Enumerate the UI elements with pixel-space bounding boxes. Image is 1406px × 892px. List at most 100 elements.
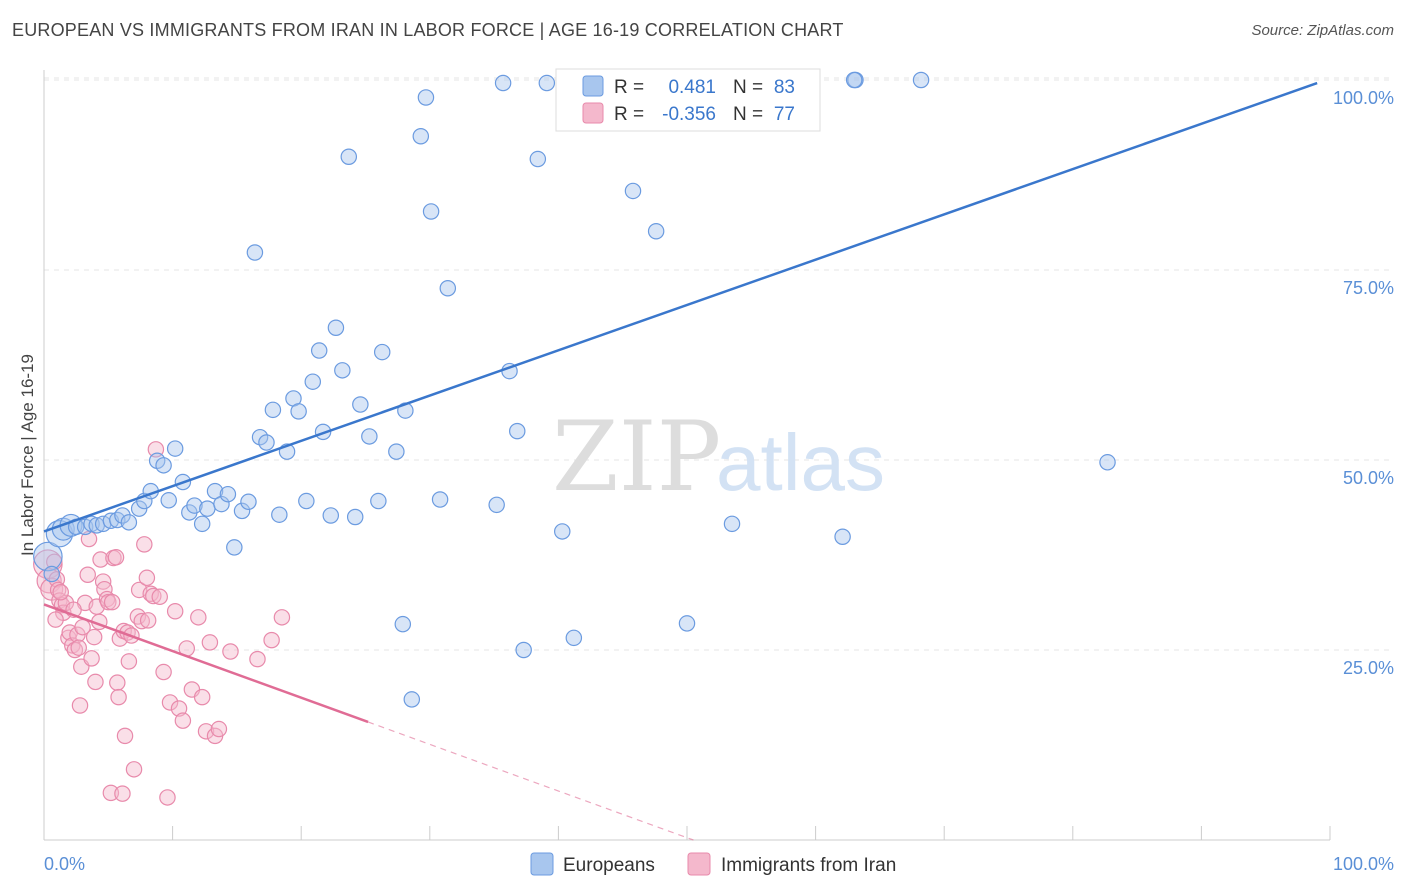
- watermark-zip: ZIP: [552, 401, 721, 513]
- legend: R = 0.481 N = 83 R = -0.356 N = 77: [555, 68, 821, 132]
- iran-point: [109, 674, 126, 691]
- legend-blue-n-label: N =: [733, 77, 763, 98]
- european-point: [529, 150, 547, 168]
- european-point: [394, 615, 412, 633]
- iran-point: [83, 650, 100, 667]
- iran-point: [71, 697, 89, 714]
- iran-trend-extension: [367, 721, 694, 841]
- iran-point: [114, 785, 131, 802]
- iran-point: [110, 688, 127, 706]
- european-point: [322, 507, 340, 524]
- iran-point: [100, 593, 117, 611]
- european-point: [114, 507, 131, 524]
- iran-point: [79, 566, 96, 584]
- european-point: [412, 127, 430, 145]
- european-point: [43, 565, 60, 583]
- european-point: [290, 403, 307, 420]
- european-point: [352, 396, 369, 413]
- iran-point: [197, 723, 215, 740]
- european-point: [508, 422, 526, 440]
- y-tick-label: 25.0%: [1343, 658, 1394, 678]
- trend-lines: [43, 81, 1318, 841]
- y-tick-label: 50.0%: [1343, 468, 1394, 488]
- european-point: [240, 493, 257, 511]
- european-points: [33, 71, 1116, 708]
- european-point: [494, 74, 512, 92]
- european-point: [219, 485, 237, 503]
- iran-point: [125, 761, 143, 778]
- chart-source: Source: ZipAtlas.com: [1251, 22, 1394, 39]
- european-point: [264, 401, 282, 419]
- european-point: [417, 89, 435, 106]
- european-point: [431, 491, 449, 508]
- european-point: [193, 515, 211, 533]
- european-point: [624, 182, 642, 200]
- european-point: [327, 319, 345, 337]
- iran-point: [96, 580, 113, 598]
- iran-point: [139, 612, 157, 629]
- iran-point: [70, 639, 87, 656]
- x-tick-labels: 0.0% 100.0%: [44, 854, 1394, 874]
- european-point: [120, 514, 138, 531]
- iran-point: [201, 634, 219, 651]
- legend-pink-n-value: 77: [774, 104, 795, 125]
- european-point: [488, 496, 505, 514]
- iran-point: [64, 637, 81, 654]
- european-point: [912, 71, 930, 89]
- european-point: [370, 492, 387, 510]
- iran-point: [47, 611, 64, 628]
- iran-point: [136, 536, 153, 553]
- iran-point: [116, 727, 134, 745]
- european-point: [565, 629, 583, 647]
- iran-point: [151, 588, 168, 606]
- european-point: [361, 428, 378, 445]
- european-point: [554, 523, 571, 540]
- european-point: [33, 541, 63, 572]
- bottom-legend-swatch-europeans: [530, 852, 554, 876]
- iran-trend-line: [43, 603, 369, 724]
- iran-point: [87, 673, 104, 691]
- european-point: [723, 515, 741, 533]
- iran-point: [120, 653, 138, 670]
- iran-point: [170, 700, 188, 717]
- iran-point: [174, 712, 192, 729]
- european-point: [206, 482, 224, 500]
- european-point: [439, 279, 457, 297]
- bottom-legend-swatch-iran: [687, 852, 711, 876]
- chart-title: EUROPEAN VS IMMIGRANTS FROM IRAN IN LABO…: [12, 20, 844, 40]
- european-point: [298, 492, 315, 510]
- european-point: [166, 440, 184, 457]
- y-tick-label: 100.0%: [1333, 88, 1394, 108]
- iran-point: [51, 592, 68, 609]
- iran-point: [159, 789, 176, 806]
- european-point: [346, 508, 364, 526]
- iran-point: [273, 609, 291, 626]
- iran-point: [103, 593, 121, 611]
- european-point: [199, 500, 216, 517]
- european-point: [373, 343, 391, 361]
- legend-blue-r-label: R =: [614, 77, 644, 98]
- iran-point: [166, 602, 184, 620]
- european-point: [160, 492, 177, 509]
- european-point: [845, 71, 863, 89]
- european-point: [403, 691, 421, 708]
- european-point: [388, 443, 405, 460]
- european-point: [647, 222, 665, 240]
- european-point: [678, 615, 696, 632]
- iran-point: [222, 643, 239, 660]
- european-point: [834, 528, 851, 546]
- legend-pink-r-label: R =: [614, 104, 644, 125]
- iran-point: [145, 587, 162, 605]
- iran-point: [190, 609, 207, 626]
- iran-point: [249, 650, 266, 668]
- iran-point: [142, 585, 159, 603]
- gridlines: [44, 77, 1394, 651]
- european-point: [251, 428, 269, 446]
- european-point: [226, 539, 243, 556]
- y-tick-label: 75.0%: [1343, 278, 1394, 298]
- watermark-atlas: atlas: [716, 418, 885, 507]
- x-tick-label-min: 0.0%: [44, 854, 85, 874]
- legend-pink-r-value: -0.356: [662, 104, 716, 125]
- legend-blue-r-value: 0.481: [668, 77, 716, 98]
